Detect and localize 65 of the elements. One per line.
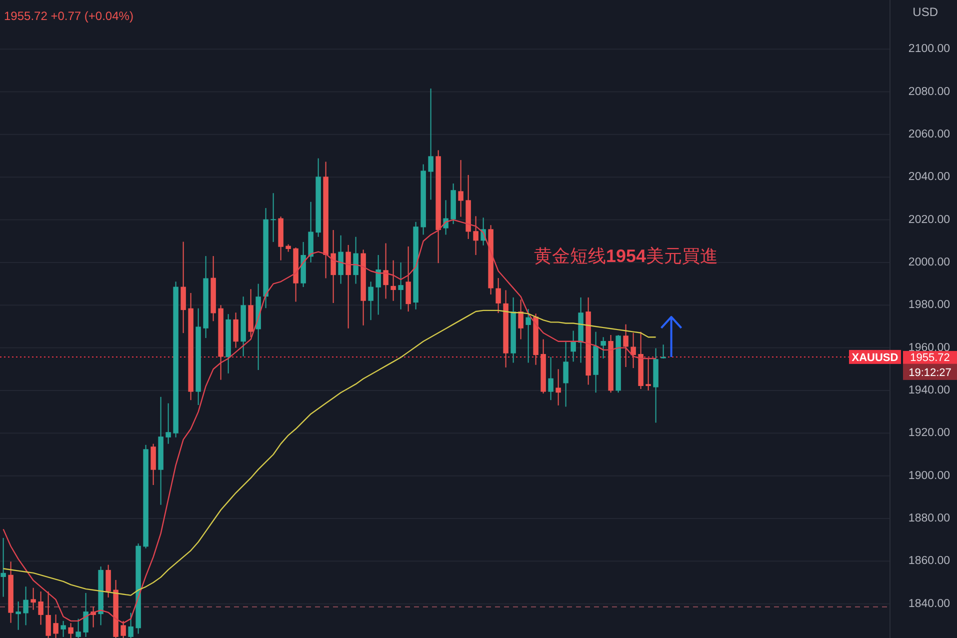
y-tick-label: 1900.00 [908, 470, 950, 482]
candlestick [106, 564, 111, 598]
candlestick [150, 443, 156, 486]
candlestick [390, 260, 396, 302]
y-tick-label: 1860.00 [908, 555, 950, 568]
annotation: 黄金短线1954美元買進 [534, 246, 718, 266]
candlestick [623, 324, 628, 368]
candlestick [496, 278, 501, 314]
candlestick [38, 590, 44, 626]
candlestick [46, 590, 51, 638]
candlestick [398, 262, 404, 310]
y-tick-label: 2000.00 [908, 256, 950, 268]
candlestick [233, 312, 238, 348]
y-tick-label: 1940.00 [908, 384, 950, 396]
candlestick [368, 281, 374, 321]
ref-label: XAUUSD [849, 350, 901, 364]
candlestick [556, 368, 561, 406]
ref-line-label: XAUUSD [852, 352, 898, 364]
candlestick [166, 402, 171, 444]
candlestick [60, 620, 66, 638]
candlestick [0, 537, 6, 598]
candlestick [600, 336, 606, 359]
y-tick-label: 1880.00 [908, 512, 950, 525]
candlestick [128, 612, 134, 638]
candlestick [563, 341, 568, 408]
line-series [2, 310, 656, 596]
annotation: 1955.72 +0.77 (+0.04%) [4, 9, 134, 23]
price-tag: 1955.72 [903, 350, 957, 364]
candlestick [383, 242, 388, 300]
candlestick [646, 358, 651, 391]
candlestick [526, 308, 531, 364]
candlestick [30, 587, 36, 610]
y-tick-label: 2080.00 [908, 86, 950, 98]
y-tick-label: 2100.00 [908, 43, 950, 56]
candlestick [83, 592, 88, 638]
candlestick [376, 254, 381, 316]
candlestick [270, 192, 276, 242]
candlestick [660, 344, 666, 359]
candlestick [346, 244, 351, 329]
candlestick [120, 620, 126, 638]
candlestick [473, 216, 478, 256]
candlestick [353, 236, 358, 284]
candlestick [53, 614, 58, 638]
y-tick-label: 2060.00 [908, 128, 950, 140]
candlestick [458, 160, 464, 218]
candlestick [570, 330, 576, 362]
y-tick-label: 1840.00 [908, 598, 950, 610]
candlestick [548, 356, 554, 401]
candlestick [338, 234, 344, 284]
candlestick [68, 622, 74, 638]
y-tick-label: 2020.00 [908, 214, 950, 226]
candlestick [16, 601, 21, 630]
candlestick [76, 618, 81, 638]
y-tick-label: 1920.00 [908, 427, 950, 440]
time-tag: 19:12:27 [903, 364, 957, 380]
candlestick [428, 88, 434, 200]
candlestick [330, 230, 336, 304]
y-axis-title: USD [912, 5, 938, 19]
candlestick [630, 332, 636, 369]
y-tick-label: 1980.00 [908, 299, 950, 312]
candlestick [180, 241, 186, 334]
candlestick [406, 246, 411, 312]
y-tick-label: 2040.00 [908, 171, 950, 184]
candlestick [23, 586, 28, 626]
candlestick [518, 299, 524, 340]
